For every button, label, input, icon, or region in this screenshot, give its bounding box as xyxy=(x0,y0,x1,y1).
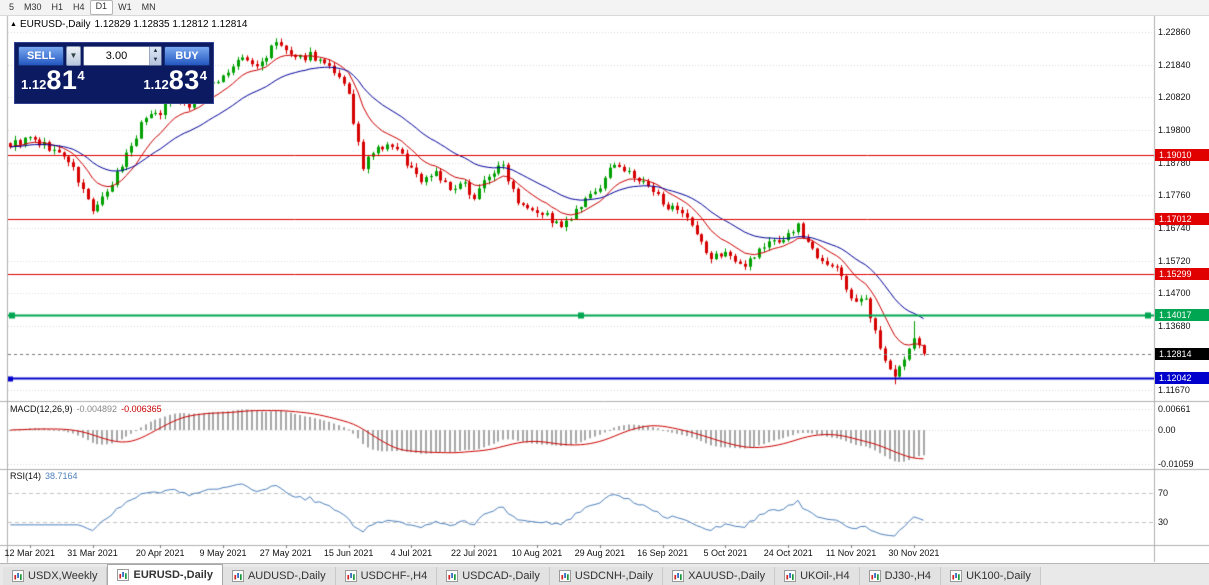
timeframe-button-m30[interactable]: M30 xyxy=(24,2,42,12)
chart-tab-ukoil-h4[interactable]: UKOil-,H4 xyxy=(775,567,860,585)
chart-tab-label: UKOil-,H4 xyxy=(800,570,850,582)
symbol-period-label: EURUSD-,Daily xyxy=(19,19,91,30)
object-anchor-icon: ▲ xyxy=(10,21,17,28)
quote-ohlc-values: 1.12829 1.12835 1.12812 1.12814 xyxy=(94,19,248,30)
chart-icon xyxy=(784,570,797,582)
chart-tab-xauusd-daily[interactable]: XAUUSD-,Daily xyxy=(663,567,776,585)
ask-pip-digit: 4 xyxy=(199,68,207,83)
trade-controls-row: SELL ▼ ▲ ▼ BUY xyxy=(18,46,210,66)
sell-button[interactable]: SELL xyxy=(18,46,64,66)
chart-icon xyxy=(868,570,881,582)
chart-tab-usdchf-h4[interactable]: USDCHF-,H4 xyxy=(335,567,438,585)
chart-tab-label: USDCAD-,Daily xyxy=(462,570,540,582)
chart-tab-usdx-weekly[interactable]: USDX,Weekly xyxy=(3,567,108,585)
chart-tab-uk100-daily[interactable]: UK100-,Daily xyxy=(941,567,1041,585)
chart-tab-label: XAUUSD-,Daily xyxy=(688,570,766,582)
chart-tab-label: DJ30-,H4 xyxy=(884,570,932,582)
chart-icon xyxy=(672,570,685,582)
timeframe-button-w1[interactable]: W1 xyxy=(118,2,132,12)
timeframe-button-h4[interactable]: H4 xyxy=(73,2,85,12)
chart-icon xyxy=(558,570,571,582)
timeframe-button-mn[interactable]: MN xyxy=(141,2,156,12)
bid-big-digits: 81 xyxy=(46,65,78,95)
chart-tab-label: USDCHF-,H4 xyxy=(360,570,428,582)
chart-tabs-bar: USDX,Weekly EURUSD-,Daily AUDUSD-,Daily USD… xyxy=(0,563,1209,585)
volume-field: ▲ ▼ xyxy=(83,46,162,66)
timeframe-toolbar: 5 M30 H1 H4 D1 W1 MN xyxy=(0,0,1209,16)
bid-pip-digit: 4 xyxy=(77,68,85,83)
quote-header: ▲ EURUSD-,Daily 1.12829 1.12835 1.12812 1.… xyxy=(10,19,251,30)
trade-prices-row: 1.12814 1.12834 xyxy=(18,67,210,94)
one-click-trading-panel: SELL ▼ ▲ ▼ BUY 1.12814 1.12834 xyxy=(14,42,214,104)
chevron-down-icon: ▼ xyxy=(69,51,78,60)
chart-icon xyxy=(344,570,357,582)
volume-input[interactable] xyxy=(84,47,149,65)
chart-tab-label: EURUSD-,Daily xyxy=(133,569,213,581)
chart-tab-usdcnh-daily[interactable]: USDCNH-,Daily xyxy=(549,567,664,585)
bid-prefix: 1.12 xyxy=(21,77,47,92)
chart-tab-audusd-daily[interactable]: AUDUSD-,Daily xyxy=(222,567,336,585)
chart-icon xyxy=(117,569,130,581)
chart-tab-dj30-h4[interactable]: DJ30-,H4 xyxy=(859,567,942,585)
chart-icon xyxy=(446,570,459,582)
volume-dropdown-button[interactable]: ▼ xyxy=(66,46,81,66)
volume-increase-button[interactable]: ▲ xyxy=(152,48,159,54)
chart-tab-label: USDX,Weekly xyxy=(28,570,98,582)
chart-tab-label: USDCNH-,Daily xyxy=(574,570,654,582)
chart-tab-label: UK100-,Daily xyxy=(966,570,1031,582)
chart-icon xyxy=(950,570,963,582)
ask-prefix: 1.12 xyxy=(143,77,169,92)
volume-decrease-button[interactable]: ▼ xyxy=(152,57,159,63)
volume-spinner: ▲ ▼ xyxy=(149,47,161,65)
buy-button[interactable]: BUY xyxy=(164,46,210,66)
timeframe-button-5[interactable]: 5 xyxy=(9,2,15,12)
chart-tab-usdcad-daily[interactable]: USDCAD-,Daily xyxy=(437,567,550,585)
timeframe-button-d1[interactable]: D1 xyxy=(89,0,114,15)
chart-icon xyxy=(231,570,244,582)
timeframe-button-h1[interactable]: H1 xyxy=(51,2,64,12)
sell-price[interactable]: 1.12814 xyxy=(21,67,85,94)
ask-big-digits: 83 xyxy=(168,65,200,95)
chart-tab-label: AUDUSD-,Daily xyxy=(247,570,326,582)
buy-price[interactable]: 1.12834 xyxy=(143,67,207,94)
chart-tab-eurusd-daily[interactable]: EURUSD-,Daily xyxy=(107,564,223,585)
chart-icon xyxy=(12,570,24,582)
